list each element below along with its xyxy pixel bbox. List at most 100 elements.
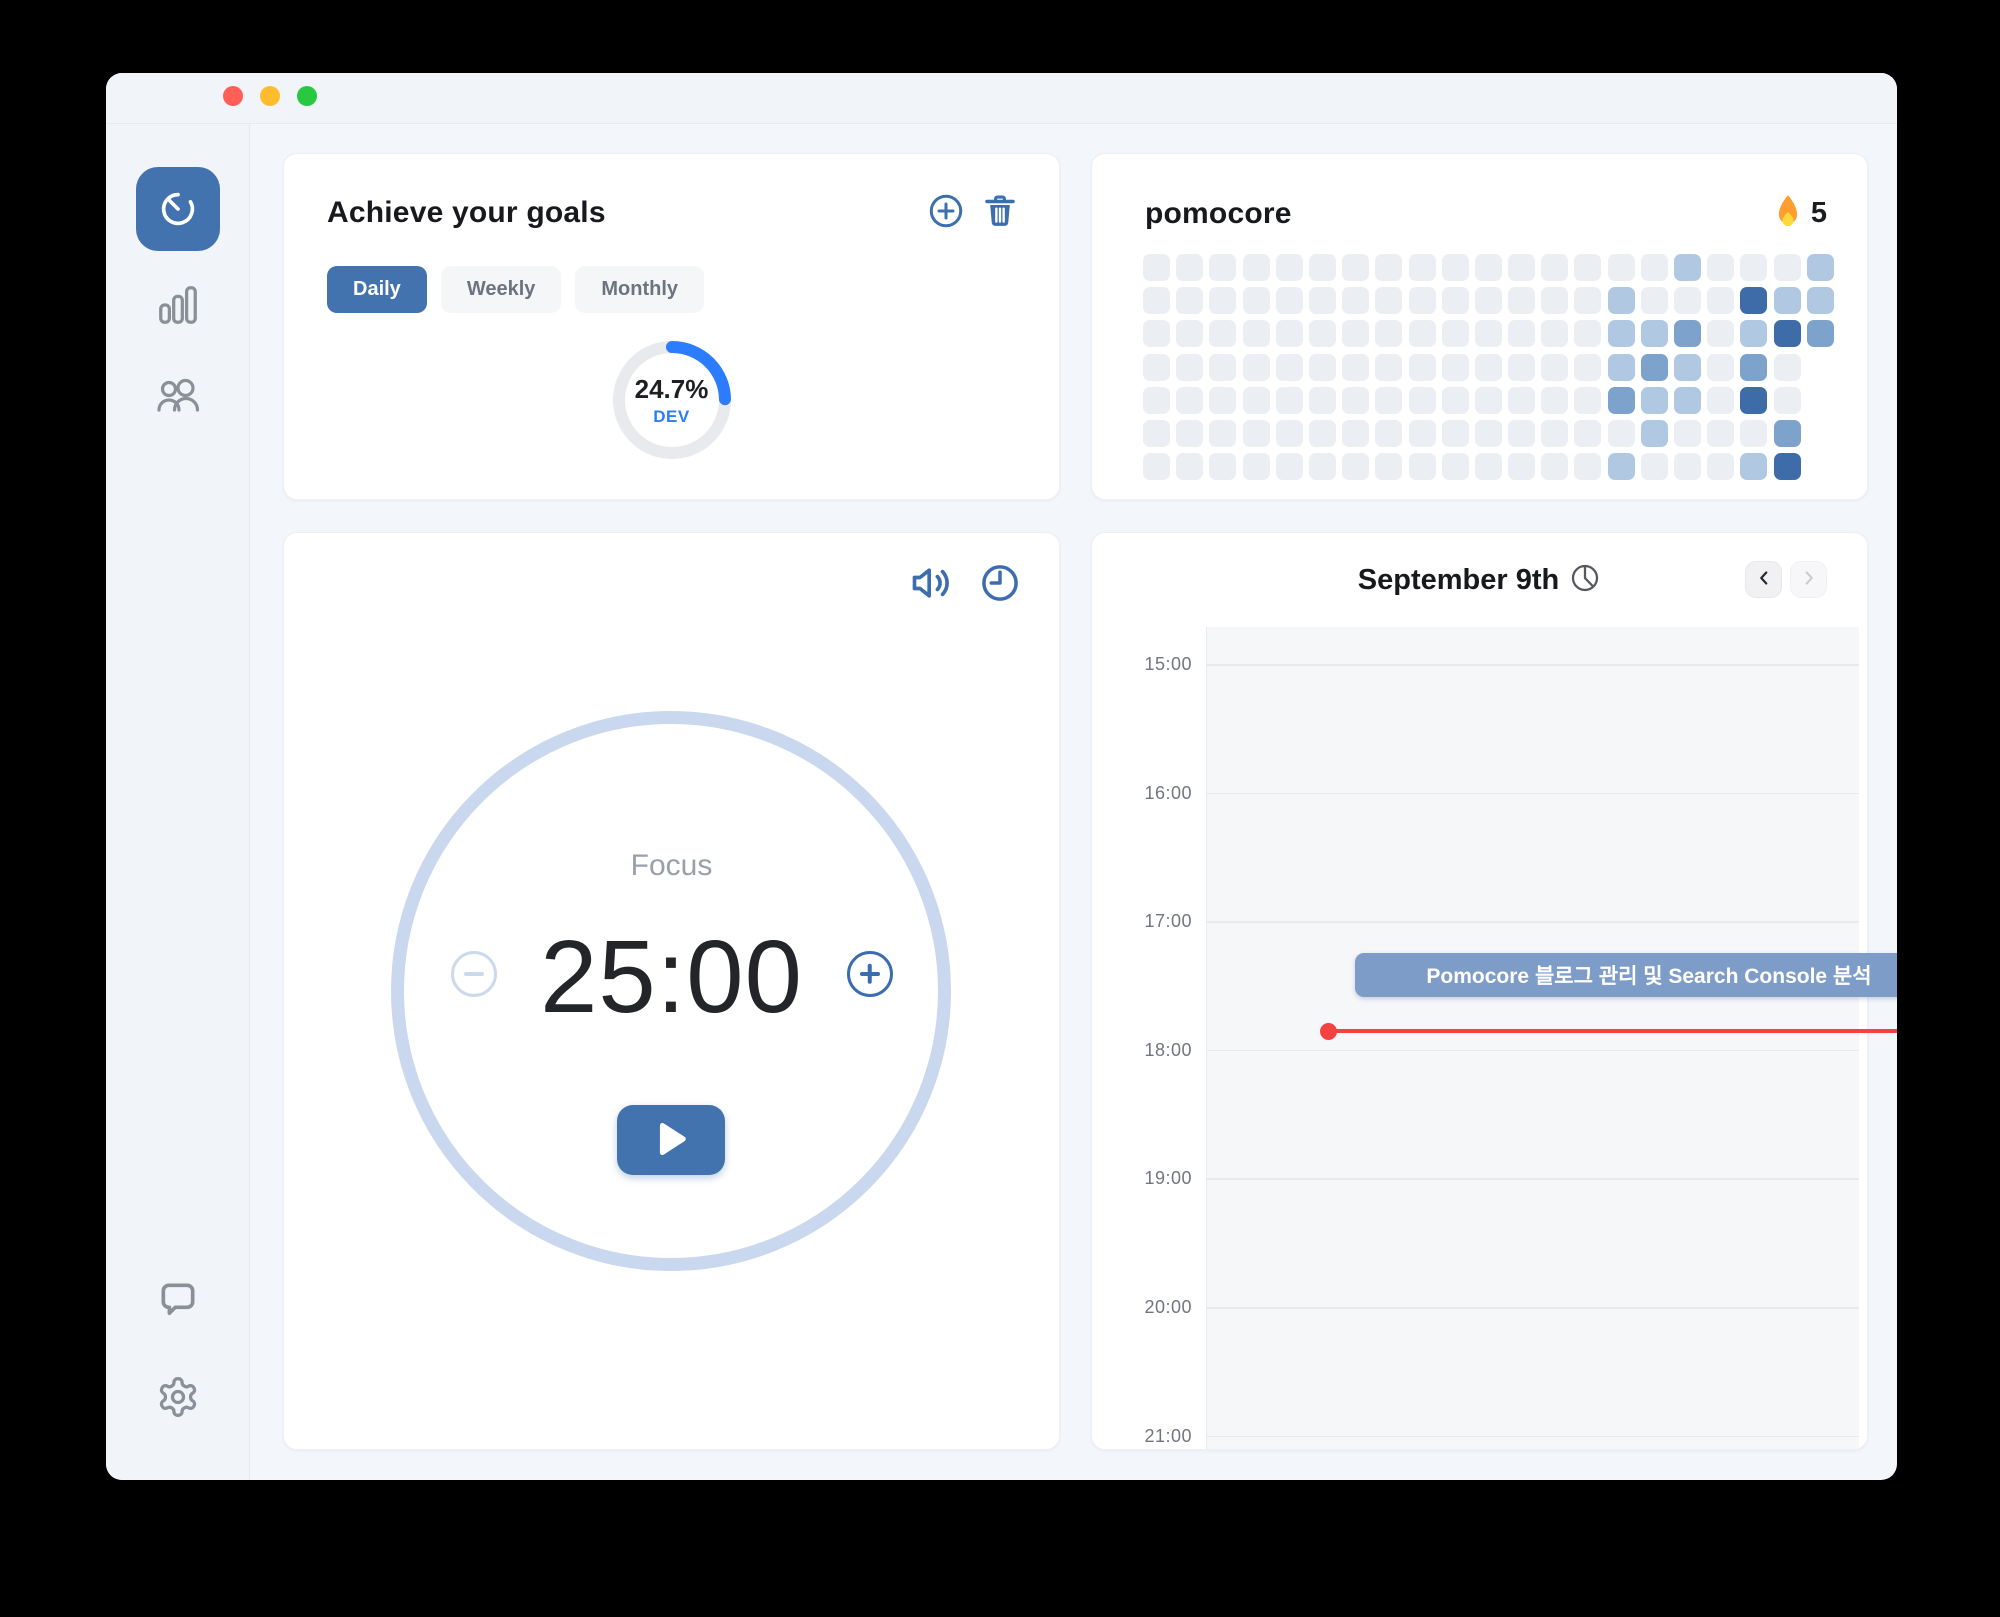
- hour-gridline: [1207, 792, 1859, 795]
- heatmap-cell: [1541, 254, 1569, 281]
- sidebar-item-friends[interactable]: [136, 356, 220, 440]
- heatmap-cell: [1242, 453, 1270, 481]
- schedule-event[interactable]: Pomocore 블로그 관리 및 Search Console 분석: [1355, 953, 1897, 997]
- heatmap-cell: [1308, 453, 1336, 481]
- previous-day-button[interactable]: [1745, 561, 1782, 598]
- heatmap-cell: [1375, 320, 1403, 348]
- heatmap-cell: [1342, 386, 1370, 414]
- sound-toggle-button[interactable]: [909, 561, 953, 608]
- heatmap-cell: [1707, 419, 1735, 447]
- schedule-card: September 9th: [1091, 532, 1897, 1450]
- add-goal-button[interactable]: [927, 192, 965, 233]
- heatmap-cell: [1275, 419, 1303, 447]
- heatmap-cell: [1308, 254, 1336, 281]
- heatmap-cell: [1176, 386, 1204, 414]
- heatmap-cell: [1176, 353, 1204, 381]
- start-timer-button[interactable]: [617, 1105, 725, 1175]
- heatmap-cell: [1607, 386, 1635, 414]
- heatmap-cell: [1375, 419, 1403, 447]
- heatmap-cell: [1674, 453, 1701, 481]
- streak-card: pomocore 5: [1091, 153, 1868, 500]
- heatmap-cell: [1541, 453, 1569, 481]
- sidebar-item-stats[interactable]: [136, 263, 220, 347]
- titlebar: [106, 73, 1897, 124]
- heatmap-cell: [1773, 386, 1801, 414]
- progress-arc: [612, 341, 731, 459]
- heatmap-cell: [1342, 287, 1370, 315]
- heatmap-cell: [1242, 353, 1270, 381]
- time-label: 17:00: [1144, 911, 1192, 932]
- heatmap-cell: [1607, 254, 1635, 281]
- tab-daily[interactable]: Daily: [327, 266, 427, 313]
- goal-period-tabs: Daily Weekly Monthly: [327, 266, 705, 313]
- heatmap-cell: [1508, 386, 1536, 414]
- time-label: 21:00: [1144, 1425, 1192, 1446]
- heatmap-cell: [1342, 320, 1370, 348]
- sidebar-item-timer[interactable]: [135, 167, 220, 251]
- heatmap-cell: [1541, 353, 1569, 381]
- delete-goal-button[interactable]: [981, 192, 1019, 233]
- heatmap-cell: [1740, 453, 1768, 481]
- heatmap-cell: [1375, 453, 1403, 481]
- heatmap-cell: [1806, 254, 1834, 281]
- goal-progress-ring: 24.7% DEV: [610, 338, 734, 462]
- heatmap-cell: [1308, 419, 1336, 447]
- heatmap-cell: [1474, 254, 1502, 281]
- heatmap-cell: [1607, 353, 1635, 381]
- heatmap-cell: [1143, 254, 1170, 281]
- heatmap-cell: [1441, 287, 1469, 315]
- heatmap-cell: [1375, 386, 1403, 414]
- tab-weekly[interactable]: Weekly: [440, 266, 562, 313]
- heatmap-cell: [1640, 386, 1668, 414]
- zoom-window-button[interactable]: [297, 86, 317, 106]
- streak-count: 5: [1810, 197, 1827, 229]
- heatmap-cell: [1740, 386, 1768, 414]
- heatmap-cell: [1707, 453, 1735, 481]
- heatmap-cell: [1342, 419, 1370, 447]
- current-time-line: [1320, 1022, 1897, 1040]
- chat-bubble-icon: [156, 1278, 200, 1322]
- heatmap-cell: [1574, 419, 1602, 447]
- heatmap-cell: [1441, 419, 1469, 447]
- heatmap-cell: [1674, 254, 1701, 281]
- pie-clock-icon: [1569, 562, 1601, 599]
- schedule-date-title: September 9th: [1357, 563, 1560, 596]
- heatmap-cell: [1674, 287, 1701, 315]
- heatmap-cell: [1242, 254, 1270, 281]
- heatmap-cell: [1740, 353, 1768, 381]
- close-window-button[interactable]: [223, 86, 243, 106]
- heatmap-cell: [1176, 453, 1204, 481]
- sidebar-item-settings[interactable]: [136, 1355, 220, 1439]
- decrease-time-button[interactable]: [451, 951, 497, 997]
- heatmap-cell: [1143, 320, 1170, 348]
- heatmap-cell: [1176, 419, 1204, 447]
- heatmap-cell: [1607, 453, 1635, 481]
- timer-schedule-button[interactable]: [979, 562, 1021, 607]
- heatmap-cell: [1806, 287, 1834, 315]
- tab-monthly[interactable]: Monthly: [575, 266, 705, 313]
- heatmap-cell: [1474, 419, 1502, 447]
- next-day-button[interactable]: [1790, 561, 1827, 598]
- minimize-window-button[interactable]: [260, 86, 280, 106]
- heatmap-cell: [1143, 419, 1170, 447]
- play-icon: [656, 1122, 686, 1158]
- heatmap-cell: [1508, 419, 1536, 447]
- heatmap-cell: [1574, 453, 1602, 481]
- heatmap-cell: [1707, 353, 1735, 381]
- chevron-left-icon: [1753, 567, 1775, 592]
- heatmap-cell: [1640, 254, 1668, 281]
- heatmap-cell: [1740, 254, 1768, 281]
- heatmap-cell: [1143, 353, 1170, 381]
- heatmap-cell: [1308, 386, 1336, 414]
- sidebar-item-feedback[interactable]: [136, 1258, 220, 1342]
- heatmap-cell: [1474, 453, 1502, 481]
- schedule-grid: Pomocore 블로그 관리 및 Search Console 분석: [1206, 627, 1897, 1449]
- heatmap-cell: [1640, 453, 1668, 481]
- increase-time-button[interactable]: [847, 951, 893, 997]
- stopwatch-icon: [155, 186, 201, 232]
- bar-chart-icon: [155, 282, 201, 328]
- heatmap-cell: [1441, 386, 1469, 414]
- heatmap-cell: [1740, 419, 1768, 447]
- heatmap-cell: [1508, 453, 1536, 481]
- heatmap-cell: [1674, 353, 1701, 381]
